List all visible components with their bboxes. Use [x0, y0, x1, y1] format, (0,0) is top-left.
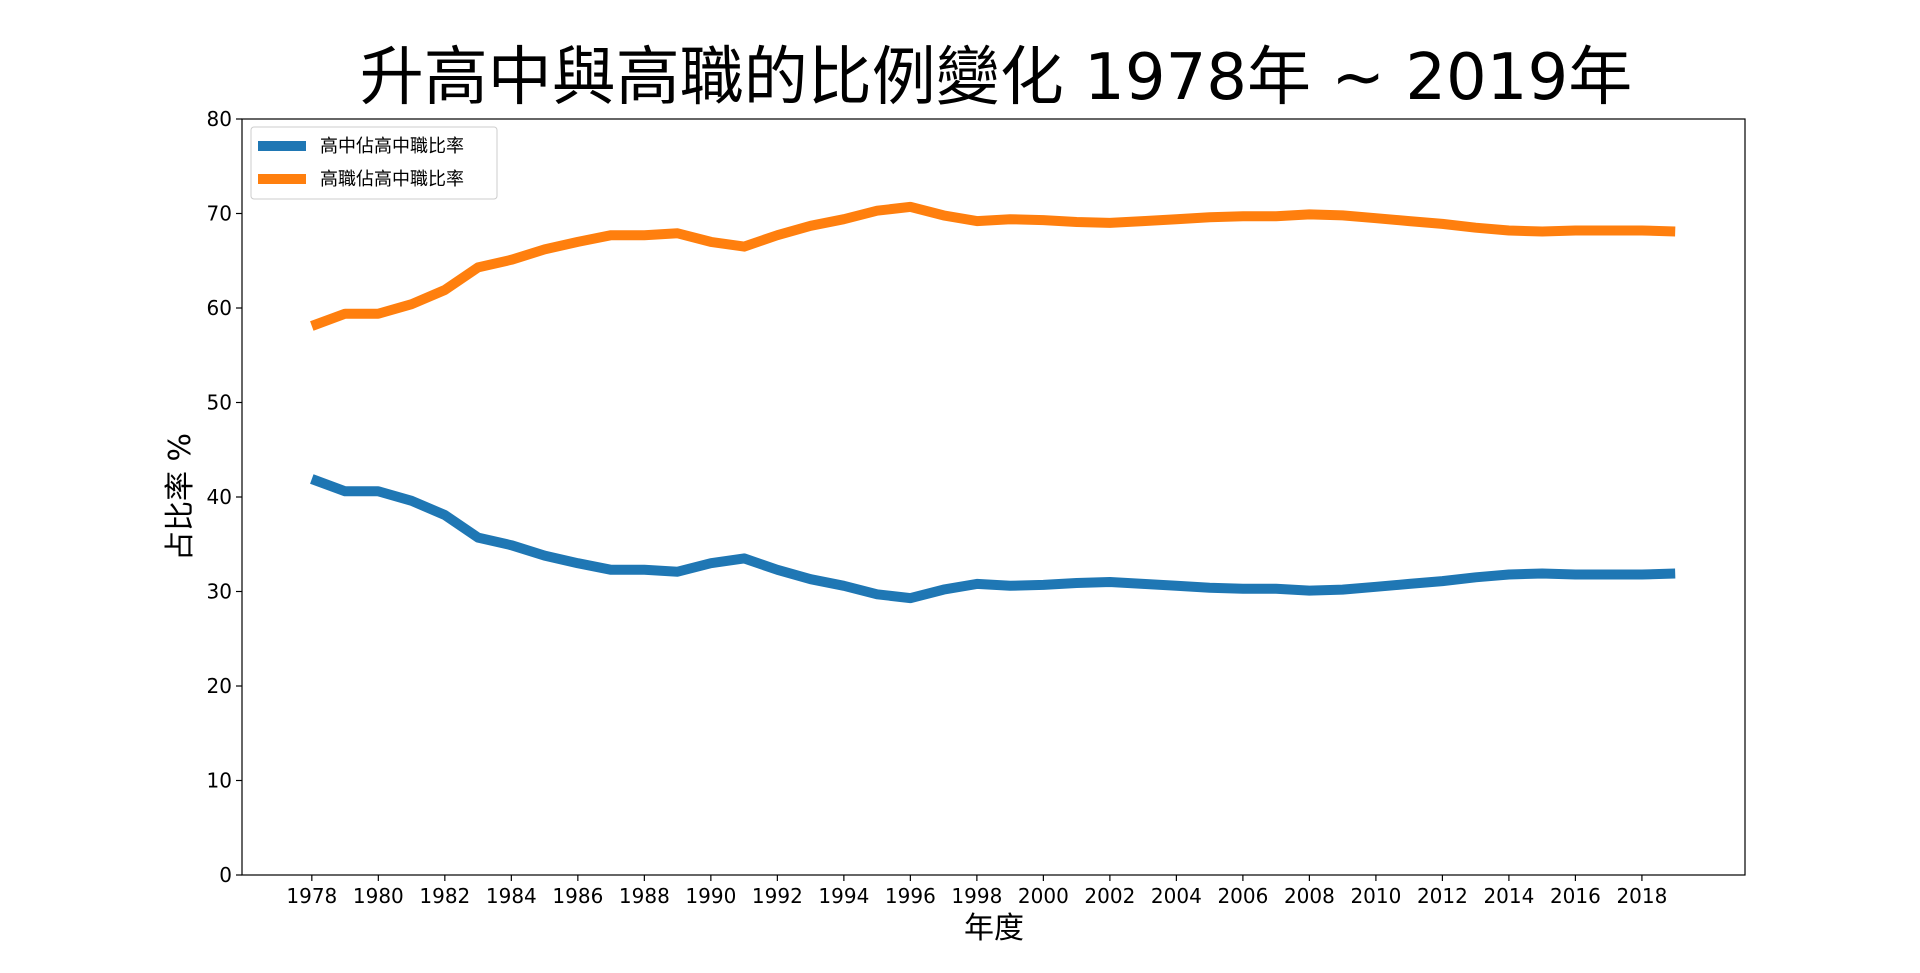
x-axis-label: 年度 — [964, 911, 1024, 946]
legend-label-series-1: 高中佔高中職比率 — [320, 136, 464, 157]
legend-frame — [250, 126, 498, 200]
x-tick-label: 1988 — [619, 884, 670, 908]
x-tick-label: 1994 — [818, 884, 869, 908]
legend-label-series-2: 高職佔高中職比率 — [320, 169, 464, 190]
x-tick-label: 2006 — [1217, 884, 1268, 908]
x-tick-label: 1980 — [353, 884, 404, 908]
y-axis-label: 占比率 % — [163, 433, 198, 561]
x-tick-label: 2016 — [1550, 884, 1601, 908]
y-tick-label: 0 — [219, 863, 232, 887]
x-tick-label: 2008 — [1284, 884, 1335, 908]
x-tick-label: 2000 — [1018, 884, 1069, 908]
y-tick-label: 60 — [207, 296, 232, 320]
y-tick-label: 30 — [207, 580, 232, 604]
x-tick-label: 2002 — [1084, 884, 1135, 908]
y-tick-label: 40 — [207, 485, 232, 509]
x-tick-label: 1984 — [486, 884, 537, 908]
y-axis-ticks: 0 10 20 30 40 50 60 70 80 — [207, 107, 242, 887]
x-tick-label: 1998 — [951, 884, 1002, 908]
y-tick-label: 50 — [207, 391, 232, 415]
x-tick-label: 1986 — [552, 884, 603, 908]
y-tick-label: 20 — [207, 674, 232, 698]
legend: 高中佔高中職比率 高職佔高中職比率 — [250, 126, 498, 200]
x-tick-label: 2012 — [1417, 884, 1468, 908]
series-line-2 — [310, 201, 1676, 331]
x-axis-ticks: 1978 1980 1982 1984 1986 1988 1990 1992 1994 1996… — [286, 875, 1667, 908]
x-tick-label: 1982 — [419, 884, 470, 908]
chart-title: 升高中與高職的比例變化 1978年 ~ 2019年 — [360, 41, 1632, 115]
y-tick-label: 80 — [207, 107, 232, 131]
x-tick-label: 1990 — [685, 884, 736, 908]
x-tick-label: 1996 — [885, 884, 936, 908]
x-tick-label: 2014 — [1483, 884, 1534, 908]
series-line-1 — [310, 474, 1676, 604]
plot-area — [241, 118, 1746, 876]
x-tick-label: 2004 — [1151, 884, 1202, 908]
x-tick-label: 1992 — [752, 884, 803, 908]
series-lines — [310, 201, 1676, 604]
y-tick-label: 70 — [207, 202, 232, 226]
x-tick-label: 2010 — [1350, 884, 1401, 908]
x-tick-label: 1978 — [286, 884, 337, 908]
x-tick-label: 2018 — [1616, 884, 1667, 908]
y-tick-label: 10 — [207, 769, 232, 793]
